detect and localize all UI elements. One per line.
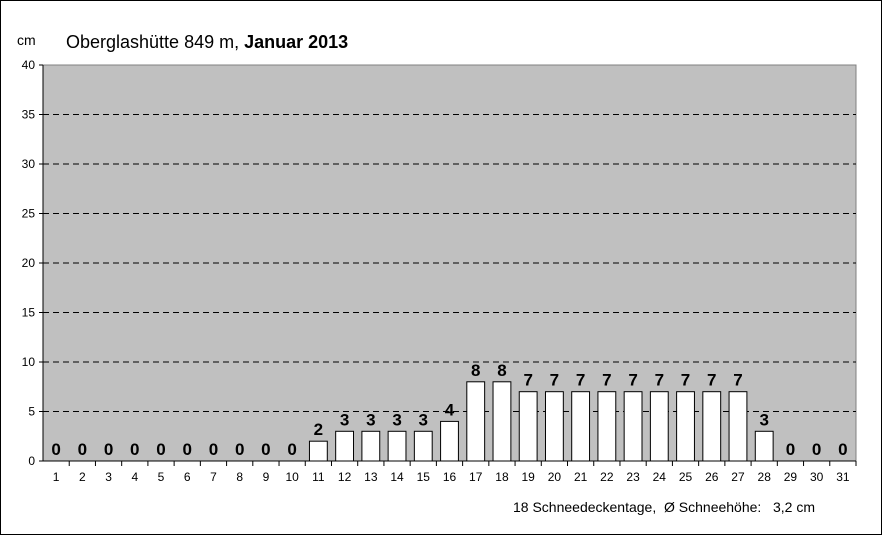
x-tick-label: 19 [521,470,535,484]
data-label: 2 [314,420,323,439]
x-tick-label: 13 [364,470,378,484]
data-label: 7 [576,371,585,390]
bar-day-21 [571,391,591,462]
bar-day-26 [702,391,722,462]
y-tick-label: 10 [22,355,36,369]
bar-day-19 [518,391,538,462]
bar-day-11 [308,440,328,462]
data-label: 8 [471,361,480,380]
x-tick-label: 28 [758,470,772,484]
x-tick-label: 11 [312,470,325,484]
bar-day-22 [597,391,617,462]
bar-day-15 [413,430,433,462]
y-axis-unit-label: cm [17,32,36,48]
x-tick-label: 15 [417,470,431,484]
data-label: 0 [51,440,60,459]
bar-day-16 [440,420,459,462]
x-tick-label: 29 [784,470,798,484]
x-tick-label: 8 [236,470,243,484]
bar-day-23 [623,391,643,462]
data-label: 0 [786,440,795,459]
y-tick-label: 20 [22,256,36,270]
x-tick-label: 6 [184,470,191,484]
data-label: 7 [628,371,637,390]
y-tick-label: 25 [22,207,36,221]
bar-day-14 [387,430,407,462]
bar-day-28 [754,430,774,462]
data-label: 7 [550,371,559,390]
bar-day-13 [361,430,381,462]
x-tick-label: 12 [338,470,352,484]
bar-day-12 [335,430,355,462]
x-tick-label: 26 [705,470,719,484]
data-label: 0 [104,440,113,459]
x-tick-label: 31 [836,470,850,484]
data-label: 7 [655,371,664,390]
x-tick-label: 3 [105,470,112,484]
bar-day-17 [466,381,486,462]
data-label: 0 [209,440,218,459]
x-tick-label: 1 [53,470,60,484]
data-label: 3 [340,410,349,429]
data-label: 8 [497,361,506,380]
x-tick-label: 21 [574,470,588,484]
bar-day-27 [728,391,748,462]
chart-title-period: Januar 2013 [244,32,349,52]
data-label: 0 [812,440,821,459]
x-tick-label: 24 [653,470,667,484]
y-tick-label: 0 [28,454,35,468]
bar-day-24 [649,391,669,462]
data-label: 3 [759,410,768,429]
data-label: 0 [261,440,270,459]
y-tick-label: 5 [28,405,35,419]
chart-title-location: Oberglashütte 849 m, [66,32,245,52]
bar-day-20 [544,391,564,462]
bar-day-25 [676,391,695,462]
summary-footnote: 18 Schneedeckentage, Ø Schneehöhe: 3,2 c… [513,499,815,515]
data-label: 7 [681,371,690,390]
data-label: 4 [445,400,455,419]
x-tick-label: 2 [79,470,86,484]
y-tick-label: 40 [22,58,36,72]
data-label: 0 [156,440,165,459]
data-label: 0 [287,440,296,459]
x-tick-label: 18 [495,470,509,484]
data-label: 0 [130,440,139,459]
chart-title: Oberglashütte 849 m, Januar 2013 [66,32,348,53]
data-label: 3 [392,410,401,429]
y-tick-label: 15 [22,306,36,320]
x-tick-label: 17 [469,470,483,484]
x-tick-label: 30 [810,470,824,484]
x-tick-label: 22 [600,470,614,484]
x-tick-label: 25 [679,470,693,484]
data-label: 7 [523,371,532,390]
data-label: 3 [419,410,428,429]
data-label: 0 [838,440,847,459]
x-tick-label: 27 [731,470,745,484]
data-label: 7 [707,371,716,390]
y-tick-label: 35 [22,108,36,122]
y-tick-label: 30 [22,157,36,171]
data-label: 3 [366,410,375,429]
data-label: 0 [78,440,87,459]
x-tick-label: 5 [158,470,165,484]
data-label: 0 [235,440,244,459]
data-label: 7 [602,371,611,390]
x-tick-label: 10 [285,470,299,484]
x-tick-label: 20 [548,470,562,484]
x-tick-label: 23 [626,470,640,484]
bar-day-18 [492,381,512,462]
data-label: 7 [733,371,742,390]
x-tick-label: 7 [210,470,217,484]
x-tick-label: 4 [131,470,138,484]
data-label: 0 [183,440,192,459]
x-tick-label: 14 [390,470,404,484]
x-tick-label: 16 [443,470,457,484]
x-tick-label: 9 [263,470,270,484]
